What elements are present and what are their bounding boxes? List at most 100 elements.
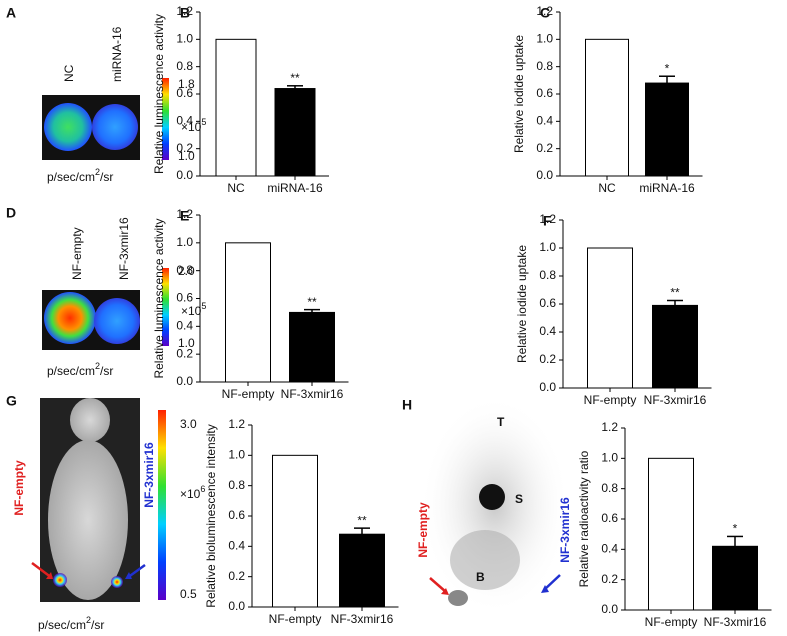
y-tick-label: 0.4 (536, 114, 553, 128)
bar (215, 38, 257, 177)
y-tick-label: 1.0 (536, 32, 553, 46)
x-tick-label: miRNA-16 (267, 181, 323, 195)
panel-letter: E (180, 208, 189, 224)
scale-min: 1.0 (178, 336, 195, 350)
multiplier-base: ×10 (181, 120, 202, 134)
color-bar (158, 410, 166, 600)
y-tick-label: 0.4 (601, 542, 618, 556)
organ-marker: S (515, 492, 523, 506)
bar (339, 533, 385, 608)
unit-part: /sr (100, 364, 113, 378)
y-tick-label: 0.4 (228, 539, 245, 553)
signal-spot (53, 573, 67, 587)
y-tick-label: 1.2 (536, 4, 553, 18)
panel-letter: H (402, 397, 412, 413)
y-tick-label: 0.6 (176, 86, 193, 100)
well-label: NC (62, 64, 76, 82)
y-tick-label: 0.6 (539, 296, 556, 310)
y-axis-label: Relative bioluminescence intensity (204, 424, 218, 607)
y-tick-label: 1.0 (601, 451, 618, 465)
charts: B 0.0 0.2 0.4 0.6 0.8 1.0 1.2 Relative luminesce… (152, 4, 772, 629)
x-tick-label: NF-3xmir16 (281, 387, 344, 401)
y-tick-label: 0.8 (228, 478, 245, 492)
x-tick-label: NF-3xmir16 (331, 612, 394, 626)
scan-region (450, 530, 520, 590)
bar (274, 88, 316, 177)
y-tick-label: 0.4 (176, 319, 193, 333)
well (44, 103, 92, 151)
y-tick-label: 0.2 (539, 352, 556, 366)
color-bar (162, 78, 169, 160)
scale-max: 3.0 (180, 417, 197, 431)
y-tick-label: 0.8 (176, 59, 193, 73)
scale-min: 1.0 (178, 149, 195, 163)
unit-part: p/sec/cm (47, 170, 95, 184)
multiplier-exp: 5 (201, 301, 206, 311)
unit-part: /sr (100, 170, 113, 184)
y-tick-label: 0.8 (536, 59, 553, 73)
signal-spot (111, 576, 123, 588)
tumor-uptake (448, 590, 468, 606)
unit-sup: 2 (86, 615, 91, 625)
y-tick-label: 0.0 (539, 380, 556, 394)
bar (272, 454, 318, 608)
y-tick-label: 0.0 (601, 602, 618, 616)
x-tick-label: NF-3xmir16 (704, 615, 767, 629)
y-tick-label: 1.0 (539, 240, 556, 254)
scale-unit: p/sec/cm2/sr (47, 361, 113, 378)
y-tick-label: 1.2 (601, 420, 618, 434)
arrowhead (125, 572, 132, 579)
panel-d: D NF-empty NF-3xmir16 2.0 ×105 1.0 p/sec… (6, 205, 206, 378)
y-tick-label: 1.0 (228, 448, 245, 462)
x-tick-label: NF-3xmir16 (644, 393, 707, 407)
multiplier-base: ×10 (180, 487, 201, 501)
scale-max: 1.8 (178, 77, 195, 91)
y-tick-label: 1.2 (228, 417, 245, 431)
y-tick-label: 0.8 (539, 268, 556, 282)
significance: ** (670, 286, 680, 300)
well (94, 298, 140, 344)
x-tick-label: NF-empty (645, 615, 698, 629)
bar (225, 242, 271, 383)
tumor-label: NF-3xmir16 (558, 497, 572, 563)
multiplier-exp: 6 (200, 484, 205, 494)
y-tick-label: 0.8 (601, 481, 618, 495)
bar (648, 457, 694, 611)
scale-unit: p/sec/cm2/sr (38, 615, 104, 632)
y-tick-label: 0.0 (176, 374, 193, 388)
mouse-head (70, 398, 110, 442)
y-tick-label: 0.6 (536, 86, 553, 100)
panel-letter: A (6, 5, 16, 21)
y-tick-label: 0.0 (176, 168, 193, 182)
unit-sup: 2 (95, 361, 100, 371)
panel-letter: G (6, 393, 17, 409)
y-tick-label: 0.4 (539, 324, 556, 338)
x-tick-label: NF-empty (222, 387, 275, 401)
color-bar (162, 268, 169, 346)
significance: * (733, 522, 738, 536)
tumor-label: NF-empty (12, 460, 26, 516)
scale-max: 2.0 (178, 264, 195, 278)
y-tick-label: 0.2 (601, 572, 618, 586)
significance: ** (307, 295, 317, 309)
y-tick-label: 1.2 (176, 207, 193, 221)
panel-h: H T S B NF-empty NF-3xmir16 (402, 395, 572, 615)
y-tick-label: 0.6 (228, 508, 245, 522)
bar (587, 247, 633, 389)
y-tick-label: 0.6 (601, 511, 618, 525)
y-tick-label: 1.2 (539, 212, 556, 226)
scale-unit: p/sec/cm2/sr (47, 167, 113, 184)
arrowhead (541, 585, 549, 593)
significance: * (665, 61, 670, 75)
y-axis-label: Relative luminescence activity (152, 218, 166, 378)
y-axis-label: Relative luminescence activity (152, 14, 166, 174)
stomach-uptake (479, 484, 505, 510)
arrow (543, 574, 561, 591)
y-tick-label: 0.6 (176, 291, 193, 305)
y-tick-label: 0.0 (228, 599, 245, 613)
y-axis-label: Relative iodide uptake (512, 35, 526, 153)
organ-marker: T (497, 415, 505, 429)
y-tick-label: 0.2 (536, 141, 553, 155)
x-tick-label: NF-empty (269, 612, 322, 626)
